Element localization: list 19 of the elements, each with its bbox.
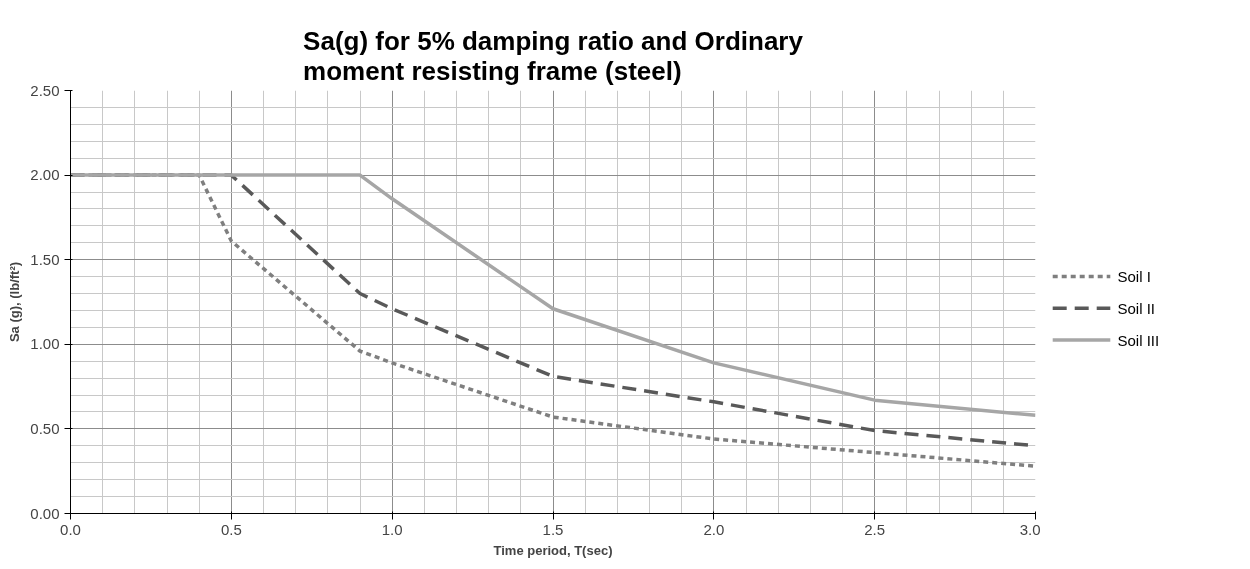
- y-tick-label: 2.50: [30, 81, 60, 99]
- legend-label: Soil I: [1117, 268, 1151, 286]
- x-tick-label: 0.5: [220, 520, 242, 538]
- legend-label: Soil III: [1117, 331, 1160, 349]
- x-tick-label: 0.0: [60, 520, 81, 538]
- x-tick-label: 2.0: [703, 520, 725, 538]
- y-tick-label: 2.00: [30, 166, 60, 184]
- y-tick-label: 0.00: [30, 504, 60, 522]
- y-axis-title: Sa (g), (lb/ft²): [7, 261, 23, 343]
- y-tick-label: 1.50: [30, 250, 60, 268]
- x-axis-title: Time period, T(sec): [493, 542, 613, 558]
- legend-label: Soil II: [1117, 299, 1156, 317]
- x-tick-label: 1.5: [542, 520, 564, 538]
- chart-title: Sa(g) for 5% damping ratio and Ordinary moment resisting frame (steel): [303, 25, 804, 86]
- y-tick-label: 1.00: [30, 335, 60, 353]
- x-tick-label: 1.0: [381, 520, 403, 538]
- x-tick-label: 2.5: [864, 520, 886, 538]
- y-tick-label: 0.50: [30, 419, 60, 437]
- x-tick-label: 3.0: [1019, 520, 1041, 538]
